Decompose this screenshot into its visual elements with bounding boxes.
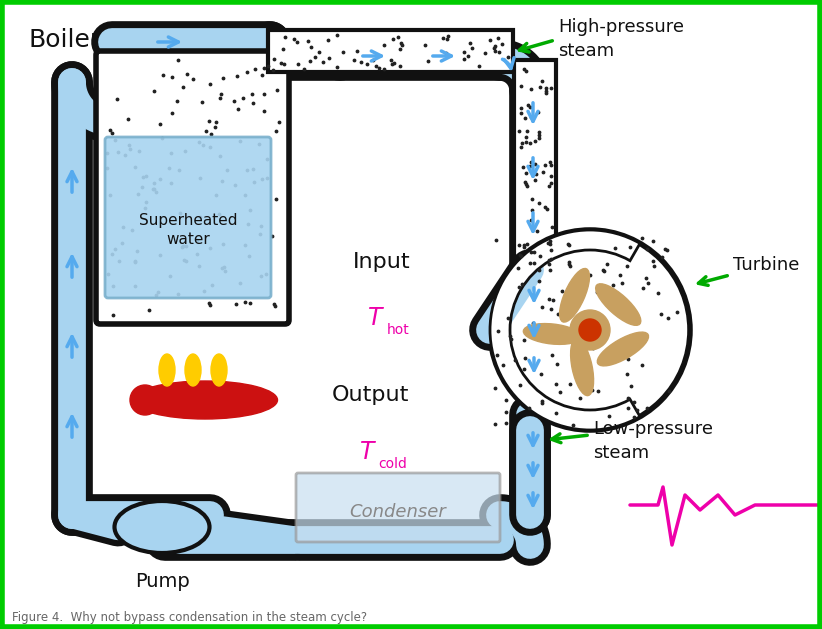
Ellipse shape [211,354,227,386]
Wedge shape [490,230,640,430]
Ellipse shape [596,284,641,325]
Text: High-pressure
steam: High-pressure steam [558,18,684,60]
Ellipse shape [185,354,201,386]
Circle shape [579,319,601,341]
Text: T: T [360,440,374,464]
Circle shape [570,310,610,350]
Ellipse shape [598,332,649,366]
Text: Condenser: Condenser [349,503,446,521]
Ellipse shape [132,381,278,419]
Text: Input: Input [353,252,411,272]
Ellipse shape [130,385,160,415]
Ellipse shape [560,269,589,322]
Text: Output: Output [331,385,409,405]
Text: Pump: Pump [135,572,189,591]
Ellipse shape [114,501,210,553]
Text: hot: hot [387,323,409,337]
Text: Superheated
water: Superheated water [139,213,238,247]
Ellipse shape [524,323,581,344]
Text: Boiler: Boiler [28,28,100,52]
FancyBboxPatch shape [268,30,513,72]
Text: Low-pressure
steam: Low-pressure steam [593,420,713,462]
Text: T: T [368,306,382,330]
Circle shape [490,230,690,430]
FancyBboxPatch shape [514,60,556,275]
Text: cold: cold [378,457,407,471]
Ellipse shape [159,354,175,386]
Ellipse shape [570,339,593,396]
FancyBboxPatch shape [96,51,289,324]
Text: Turbine: Turbine [733,256,799,274]
Text: Figure 4.  Why not bypass condensation in the steam cycle?: Figure 4. Why not bypass condensation in… [12,611,367,625]
FancyBboxPatch shape [105,137,271,298]
FancyBboxPatch shape [296,473,500,542]
